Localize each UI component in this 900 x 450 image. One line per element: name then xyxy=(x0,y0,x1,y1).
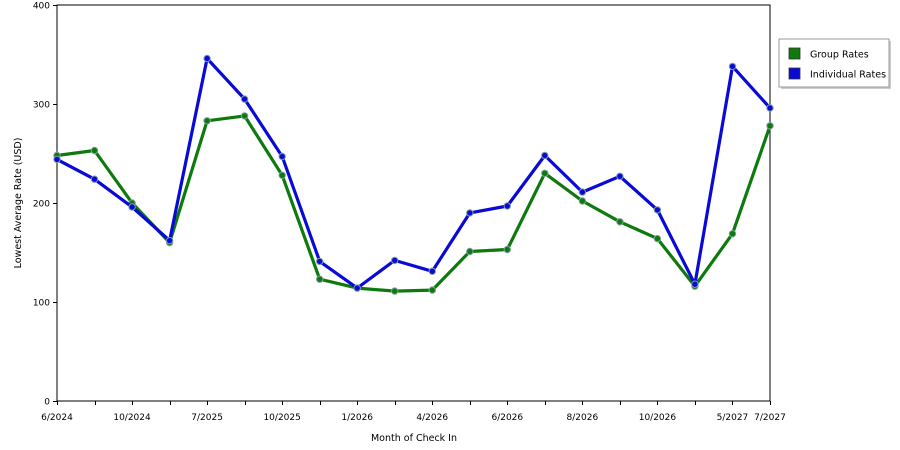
data-point xyxy=(691,280,699,288)
data-point xyxy=(165,236,174,245)
data-point xyxy=(503,202,511,210)
x-tick-label: 10/2025 xyxy=(263,413,300,423)
x-tick-label: 8/2026 xyxy=(567,413,599,423)
y-tick-label: 200 xyxy=(33,200,50,210)
data-point xyxy=(240,112,249,120)
data-point xyxy=(616,172,624,181)
data-point xyxy=(503,245,511,254)
data-point xyxy=(578,197,587,205)
data-point xyxy=(541,151,549,160)
x-tick-label: 10/2024 xyxy=(113,413,151,423)
x-tick-label: 10/2026 xyxy=(639,413,677,423)
data-point xyxy=(128,203,136,211)
legend-label: Individual Rates xyxy=(810,70,886,81)
data-point xyxy=(653,234,662,243)
data-point xyxy=(391,256,399,265)
series-line xyxy=(55,114,772,293)
data-point xyxy=(53,155,61,164)
data-point xyxy=(278,171,286,180)
data-point xyxy=(316,275,324,283)
data-point xyxy=(578,188,587,196)
x-tick-label: 7/2025 xyxy=(191,413,223,423)
data-point xyxy=(653,206,662,214)
data-point xyxy=(278,152,286,161)
y-axis-title: Lowest Average Rate (USD) xyxy=(13,138,24,269)
data-point xyxy=(428,286,436,294)
data-point xyxy=(203,54,211,63)
data-point xyxy=(766,122,774,130)
x-tick-label: 7/2027 xyxy=(754,413,786,423)
data-point xyxy=(541,169,549,178)
x-tick-label: 5/2027 xyxy=(717,413,749,423)
data-point xyxy=(90,146,99,155)
y-tick-label: 400 xyxy=(33,2,50,12)
x-tick-label: 6/2026 xyxy=(491,413,523,423)
data-point xyxy=(90,175,99,183)
data-point xyxy=(353,284,361,292)
plot-area xyxy=(56,4,771,402)
legend-label: Group Rates xyxy=(810,50,869,61)
x-tick-label: 1/2026 xyxy=(341,413,373,423)
data-point xyxy=(428,267,436,275)
series-individual-rates xyxy=(53,54,774,292)
tick-labels: 0 100 200 300 400 6/2024 10/2024 7/2025 10/2025 1… xyxy=(33,2,786,424)
series-line xyxy=(55,56,772,290)
legend: Group Rates Individual Rates xyxy=(778,38,891,89)
data-point xyxy=(728,62,737,71)
x-axis-title: Month of Check In xyxy=(371,433,457,444)
data-point xyxy=(466,209,474,217)
data-point xyxy=(766,104,774,112)
y-tick-label: 100 xyxy=(33,299,50,309)
data-point xyxy=(203,117,211,125)
data-point xyxy=(316,257,324,266)
x-tick-label: 4/2026 xyxy=(416,413,448,423)
x-tick-label: 6/2024 xyxy=(41,413,73,423)
legend-swatch xyxy=(788,67,801,80)
data-point xyxy=(240,95,249,103)
data-point xyxy=(466,247,474,256)
legend-swatch xyxy=(788,47,801,60)
data-point xyxy=(616,218,624,226)
series-group xyxy=(53,54,774,295)
series-group-rates xyxy=(53,112,774,295)
data-point xyxy=(391,287,399,295)
axes xyxy=(53,4,771,405)
y-tick-label: 300 xyxy=(33,101,50,111)
data-point xyxy=(728,230,737,238)
y-tick-label: 0 xyxy=(44,398,50,408)
